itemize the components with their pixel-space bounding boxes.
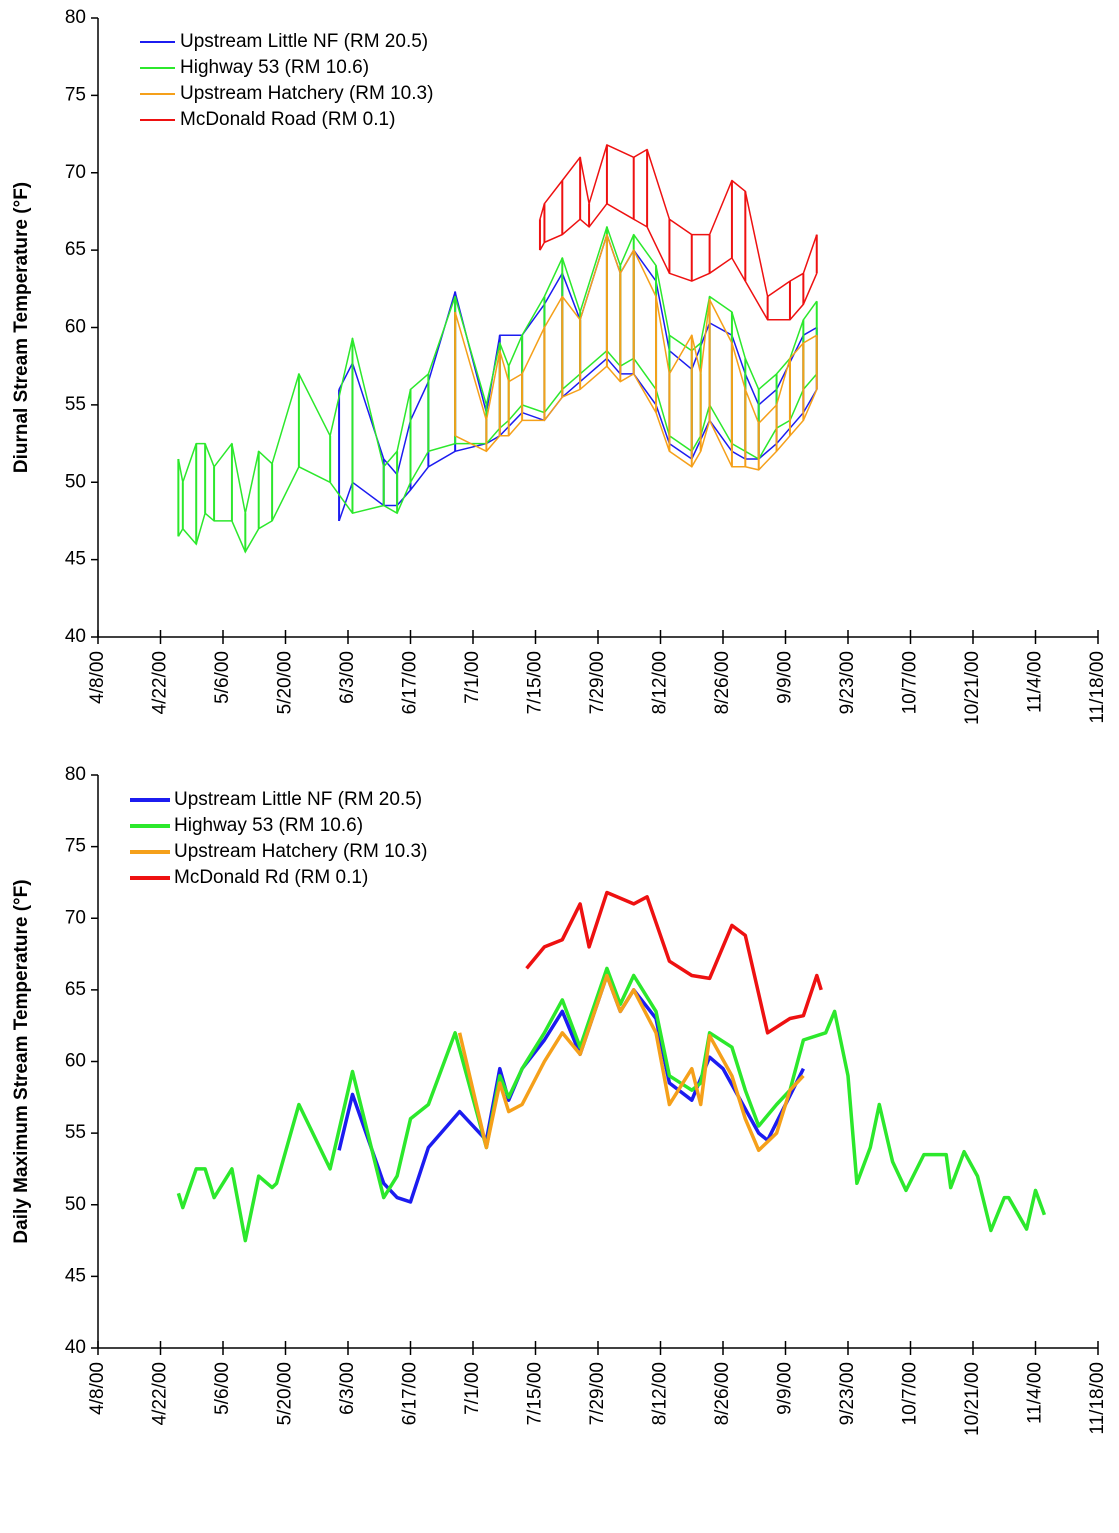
legend-label: Upstream Hatchery (RM 10.3) [174,841,427,862]
x-tick-label: 4/8/00 [87,651,108,704]
y-tick-label: 75 [65,84,86,105]
y-tick-label: 60 [65,317,86,338]
x-tick-label: 6/3/00 [337,651,358,704]
x-tick-label: 7/1/00 [462,651,483,704]
y-tick-label: 55 [65,1122,86,1143]
x-tick-label: 10/21/00 [962,1362,983,1436]
y-tick-label: 50 [65,1194,86,1215]
legend-label: Highway 53 (RM 10.6) [174,815,363,836]
y-tick-label: 65 [65,239,86,260]
y-tick-label: 40 [65,626,86,647]
series-low-line [338,357,818,522]
y-tick-label: 65 [65,979,86,1000]
x-tick-label: 9/23/00 [837,651,858,714]
series-line [337,973,805,1204]
x-tick-label: 7/15/00 [525,1362,546,1425]
x-tick-label: 8/12/00 [650,651,671,714]
legend-label: Highway 53 (RM 10.6) [180,57,369,78]
x-tick-label: 4/8/00 [87,1362,108,1415]
x-tick-label: 9/9/00 [775,1362,796,1415]
y-tick-label: 70 [65,907,86,928]
legend-label: McDonald Road (RM 0.1) [180,109,395,130]
x-tick-label: 11/18/00 [1087,1362,1108,1435]
x-tick-label: 7/29/00 [587,1362,608,1425]
series-low-line [177,349,818,554]
series-line [177,226,818,514]
y-tick-label: 45 [65,549,86,570]
y-tick-label: 45 [65,1265,86,1286]
x-tick-label: 11/18/00 [1087,651,1108,724]
legend-label: Upstream Hatchery (RM 10.3) [180,83,433,104]
x-tick-label: 10/21/00 [962,651,983,725]
y-tick-label: 50 [65,471,86,492]
y-tick-label: 70 [65,162,86,183]
y-tick-label: 60 [65,1051,86,1072]
series-line [176,966,1047,1243]
y-tick-label: 80 [65,7,86,28]
x-tick-label: 11/4/00 [1025,1362,1046,1424]
x-tick-label: 6/17/00 [400,651,421,714]
x-tick-label: 5/20/00 [275,1362,296,1425]
y-tick-label: 40 [65,1337,86,1358]
x-tick-label: 8/12/00 [650,1362,671,1425]
x-tick-label: 4/22/00 [150,651,171,714]
legend-label: Upstream Little NF (RM 20.5) [174,789,422,810]
series-line [539,144,818,298]
x-tick-label: 6/3/00 [337,1362,358,1415]
x-tick-label: 5/6/00 [212,651,233,704]
y-tick-label: 80 [65,764,86,785]
y-tick-label: 55 [65,394,86,415]
x-tick-label: 10/7/00 [900,651,921,714]
legend-label: McDonald Rd (RM 0.1) [174,867,368,888]
x-tick-label: 11/4/00 [1025,651,1046,713]
y-axis-label: Diurnal Stream Temperature (°F) [11,182,32,473]
series-low-line [539,202,818,321]
x-tick-label: 10/7/00 [900,1362,921,1425]
x-tick-label: 7/1/00 [462,1362,483,1415]
x-tick-label: 9/23/00 [837,1362,858,1425]
x-tick-label: 5/20/00 [275,651,296,714]
y-tick-label: 75 [65,836,86,857]
y-axis-label: Daily Maximum Stream Temperature (°F) [11,879,32,1243]
series-line [525,890,823,1035]
x-tick-label: 6/17/00 [400,1362,421,1425]
series-line [454,233,818,425]
x-tick-label: 4/22/00 [150,1362,171,1425]
series-line [457,973,805,1153]
x-tick-label: 8/26/00 [712,1362,733,1425]
x-tick-label: 9/9/00 [775,651,796,704]
series-low-line [454,365,818,471]
x-tick-label: 7/29/00 [587,651,608,714]
x-tick-label: 7/15/00 [525,651,546,714]
x-tick-label: 5/6/00 [212,1362,233,1415]
legend-label: Upstream Little NF (RM 20.5) [180,31,428,52]
x-tick-label: 8/26/00 [712,651,733,714]
